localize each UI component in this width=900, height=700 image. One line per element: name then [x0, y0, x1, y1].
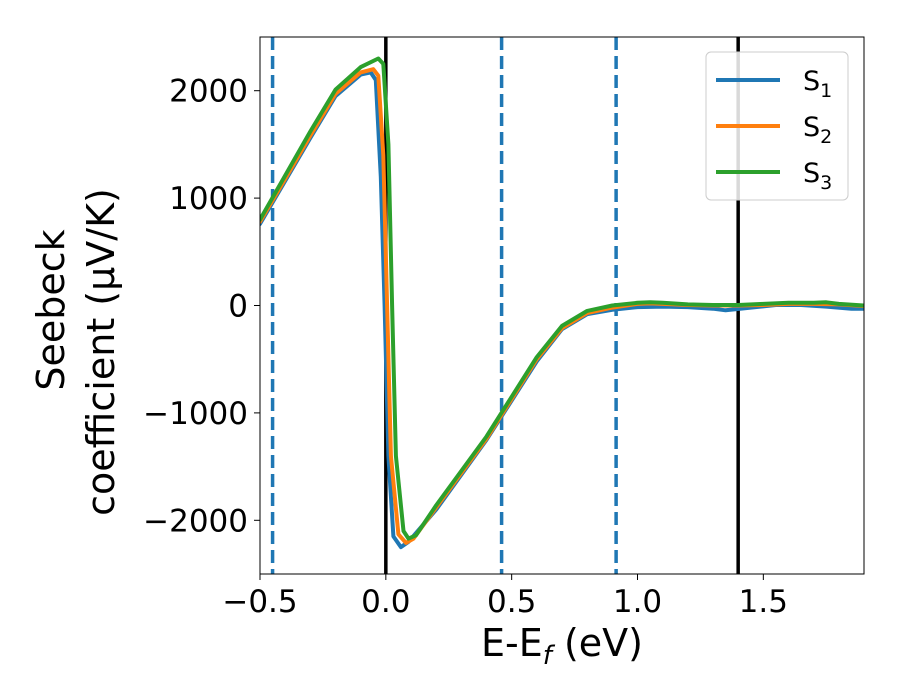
axis-ticks: −0.5 0.0 0.5 1.0 1.5 2000 1000 0 −1000 −2000: [143, 74, 788, 620]
x-tick-label: 1.0: [613, 584, 662, 620]
x-tick-label: 1.5: [739, 584, 788, 620]
y-tick-label: −1000: [143, 396, 248, 432]
series-line-s3: [260, 56, 864, 541]
x-tick-label: −0.5: [222, 584, 297, 620]
y-tick-label: −2000: [143, 503, 248, 539]
x-tick-label: 0.0: [361, 584, 410, 620]
y-tick-label: 1000: [169, 181, 248, 217]
y-axis-label-line1: Seebeck: [29, 229, 73, 390]
legend-label-s2: S2: [803, 112, 832, 148]
x-axis-label: E-Ef (eV): [481, 621, 643, 671]
legend-label-s1: S1: [803, 66, 832, 102]
x-tick-label: 0.5: [487, 584, 536, 620]
legend-label-s3: S3: [803, 158, 832, 194]
series-layer: [260, 56, 864, 550]
y-axis-label-line2: coefficient (μV/K): [79, 188, 123, 516]
y-tick-label: 0: [228, 289, 248, 325]
legend: S1 S2 S3: [705, 51, 849, 201]
y-tick-label: 2000: [169, 74, 248, 110]
